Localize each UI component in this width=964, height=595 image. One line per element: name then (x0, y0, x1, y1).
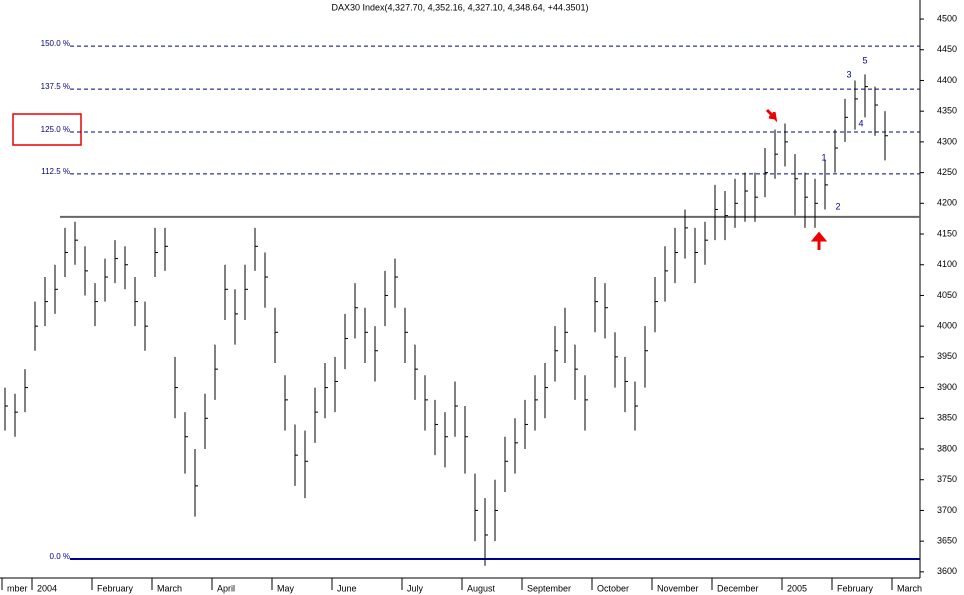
fib-label: 112.5 % (41, 167, 70, 176)
y-tick-label: 3950 (937, 351, 957, 361)
y-tick-label: 3750 (937, 474, 957, 484)
wave-label: 3 (846, 69, 851, 79)
y-tick-label: 4000 (937, 321, 957, 331)
y-tick-label: 4150 (937, 228, 957, 238)
fib-label: 150.0 % (41, 39, 70, 48)
y-tick-label: 3600 (937, 566, 957, 576)
x-tick-label: December (717, 583, 759, 593)
y-tick-label: 4250 (937, 167, 957, 177)
y-tick-label: 3900 (937, 382, 957, 392)
x-tick-label: 2005 (787, 583, 807, 593)
y-tick-label: 3800 (937, 443, 957, 453)
fib-label: 125.0 % (41, 125, 70, 134)
x-tick-label: April (217, 583, 235, 593)
wave-label: 5 (862, 55, 867, 65)
x-tick-label: February (97, 583, 134, 593)
fib-label: 0.0 % (50, 552, 70, 561)
x-tick-label: August (467, 583, 496, 593)
y-tick-label: 4300 (937, 136, 957, 146)
x-tick-label: February (837, 583, 874, 593)
wave-label: 4 (858, 118, 863, 128)
y-tick-label: 3850 (937, 413, 957, 423)
y-tick-label: 4400 (937, 75, 957, 85)
y-tick-label: 4050 (937, 290, 957, 300)
x-tick-label: September (527, 583, 571, 593)
x-tick-label: March (897, 583, 922, 593)
y-tick-label: 4350 (937, 106, 957, 116)
x-tick-label: 2004 (37, 583, 57, 593)
wave-label: 1 (821, 152, 826, 162)
x-tick-label: November (657, 583, 699, 593)
y-tick-label: 3700 (937, 505, 957, 515)
y-tick-label: 4450 (937, 44, 957, 54)
arrow-up (810, 231, 828, 250)
arrow-down (765, 108, 778, 123)
x-tick-label: June (337, 583, 357, 593)
y-tick-label: 4100 (937, 259, 957, 269)
wave-label: 2 (835, 201, 840, 211)
y-tick-label: 4200 (937, 198, 957, 208)
x-tick-label: July (407, 583, 424, 593)
fib-label: 137.5 % (41, 82, 70, 91)
highlight-box (12, 113, 82, 146)
y-tick-label: 3650 (937, 536, 957, 546)
x-tick-label: mber (7, 583, 28, 593)
x-tick-label: May (277, 583, 295, 593)
y-tick-label: 4500 (937, 13, 957, 23)
x-tick-label: October (597, 583, 629, 593)
chart-title: DAX30 Index(4,327.70, 4,352.16, 4,327.10… (332, 2, 589, 12)
x-tick-label: March (157, 583, 182, 593)
